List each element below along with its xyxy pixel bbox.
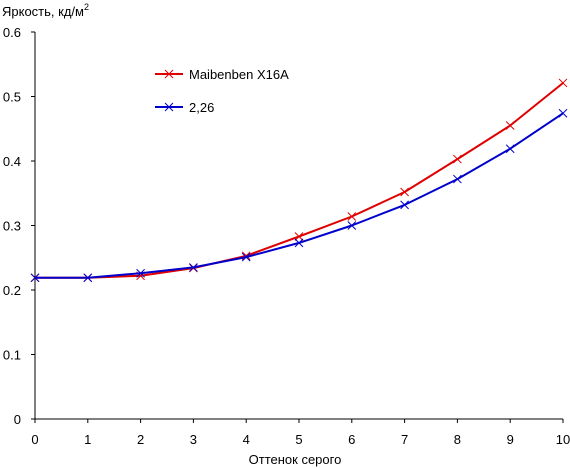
data-point-marker	[558, 78, 568, 88]
x-tick-label: 10	[556, 432, 570, 447]
data-point-marker	[294, 238, 304, 248]
data-point-marker	[400, 200, 409, 210]
x-tick-label: 7	[401, 432, 408, 447]
x-ticks: 0 1 2 3 4 5 6 7 8 9 10	[31, 419, 570, 447]
data-point-marker	[136, 268, 145, 278]
y-axis-title-text: Яркость, кд/м	[2, 4, 84, 19]
legend-label: Maibenben X16A	[189, 67, 289, 82]
y-tick-label: 0.2	[3, 283, 21, 298]
legend-item: 2,26	[155, 100, 214, 115]
data-point-marker	[400, 187, 409, 197]
legend-label: 2,26	[189, 100, 214, 115]
series-2	[30, 108, 568, 283]
x-tick-label: 0	[31, 432, 38, 447]
x-tick-label: 9	[507, 432, 514, 447]
y-axis-title-superscript: 2	[84, 2, 89, 12]
x-tick-label: 3	[190, 432, 197, 447]
x-axis-title: Оттенок серого	[249, 452, 342, 467]
x-tick-label: 1	[84, 432, 91, 447]
data-point-marker	[347, 221, 357, 230]
y-tick-label: 0.6	[3, 25, 21, 40]
y-tick-label: 0	[14, 412, 21, 427]
x-tick-label: 5	[295, 432, 302, 447]
data-point-marker	[83, 273, 93, 283]
axes: 0 0.1 0.2 0.3 0.4 0.5 0.6 0 1 2 3 4 5 6 7 8 9 10	[3, 25, 570, 447]
legend-marker	[164, 102, 174, 112]
data-point-marker	[453, 154, 462, 164]
y-tick-label: 0.5	[3, 90, 21, 105]
x-tick-label: 6	[348, 432, 355, 447]
y-tick-label: 0.3	[3, 219, 21, 234]
y-tick-label: 0.1	[3, 348, 21, 363]
x-tick-label: 2	[137, 432, 144, 447]
data-point-marker	[347, 212, 357, 221]
y-axis-title: Яркость, кд/м2	[2, 2, 89, 19]
series-line	[35, 112, 564, 279]
data-point-marker	[558, 108, 568, 118]
legend-item: Maibenben X16A	[155, 67, 289, 82]
x-tick-label: 8	[454, 432, 461, 447]
y-tick-label: 0.4	[3, 154, 21, 169]
series-1	[30, 78, 568, 283]
legend-marker	[164, 69, 174, 79]
data-point-marker	[189, 263, 198, 272]
data-point-marker	[453, 174, 462, 184]
data-point-marker	[294, 232, 304, 241]
data-point-marker	[241, 252, 251, 262]
x-tick-label: 4	[243, 432, 250, 447]
legend: Maibenben X16A 2,26	[155, 67, 289, 115]
series-line	[35, 82, 564, 279]
data-point-marker	[30, 273, 40, 283]
data-point-marker	[505, 121, 515, 130]
y-ticks: 0 0.1 0.2 0.3 0.4 0.5 0.6	[3, 25, 35, 427]
series-layer	[30, 78, 568, 283]
data-point-marker	[505, 144, 515, 154]
